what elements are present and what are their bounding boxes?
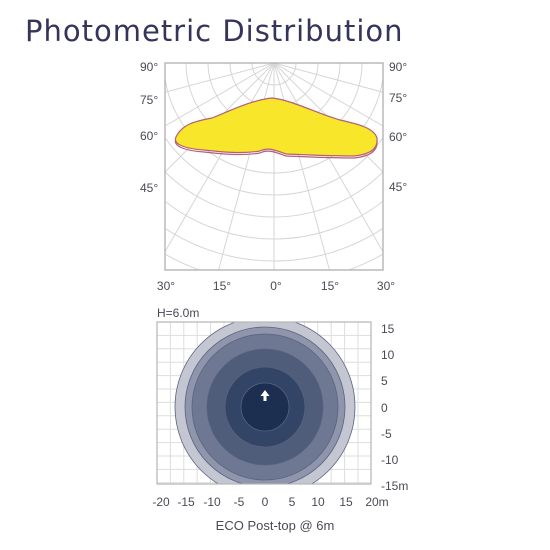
bottom-angle-label: 0° [270, 279, 282, 293]
bottom-angle-label: 15° [321, 279, 339, 293]
x-tick-label: -5 [234, 495, 245, 509]
polar-grid-spoke [273, 63, 383, 173]
polar-grid-spoke [165, 63, 275, 93]
left-angle-label: 75° [140, 93, 158, 107]
x-tick-label: 20m [365, 495, 388, 509]
right-angle-label: 45° [389, 180, 407, 194]
right-angle-label: 75° [389, 91, 407, 105]
y-tick-label: 0 [381, 401, 388, 415]
height-label: H=6.0m [157, 306, 199, 320]
polar-grid-spoke [273, 63, 383, 93]
caption: ECO Post-top @ 6m [215, 518, 335, 533]
y-tick-label: -5 [381, 427, 392, 441]
page-title: Photometric Distribution [25, 14, 404, 48]
polar-grid-spoke [165, 63, 275, 173]
polar-frame [164, 62, 384, 271]
arrow-up-icon [260, 390, 270, 401]
polar-grid-spoke [165, 63, 275, 127]
bottom-angle-label: 15° [213, 279, 231, 293]
y-tick-label: -15m [381, 479, 408, 493]
polar-diagram: 90° 75° 60° 45° 90° 75° 60° 45° 30° 15° … [140, 60, 407, 293]
isolux-frame [156, 321, 372, 485]
left-angle-label: 90° [140, 60, 158, 74]
bottom-angle-label: 30° [377, 279, 395, 293]
x-tick-label: 15 [339, 495, 353, 509]
isolux-ring [240, 382, 290, 432]
right-angle-label: 90° [389, 60, 407, 74]
y-tick-label: 15 [381, 322, 395, 336]
light-distribution-lobe [174, 97, 378, 157]
y-tick-label: 5 [381, 374, 388, 388]
y-tick-label: -10 [381, 453, 399, 467]
x-tick-label: -20 [152, 495, 170, 509]
x-tick-label: 5 [289, 495, 296, 509]
x-tick-label: 10 [311, 495, 325, 509]
x-tick-label: -15 [177, 495, 195, 509]
left-angle-label: 60° [140, 129, 158, 143]
left-angle-label: 45° [140, 181, 158, 195]
isolux-diagram: H=6.0m 15 10 5 0 -5 -10 -15m -20 -15 -10… [152, 306, 408, 509]
y-tick-label: 10 [381, 348, 395, 362]
polar-grid-spoke [273, 63, 383, 127]
x-tick-label: -10 [203, 495, 221, 509]
isolux-rings [174, 322, 356, 484]
x-tick-label: 0 [262, 495, 269, 509]
bottom-angle-label: 30° [157, 279, 175, 293]
right-angle-label: 60° [389, 130, 407, 144]
